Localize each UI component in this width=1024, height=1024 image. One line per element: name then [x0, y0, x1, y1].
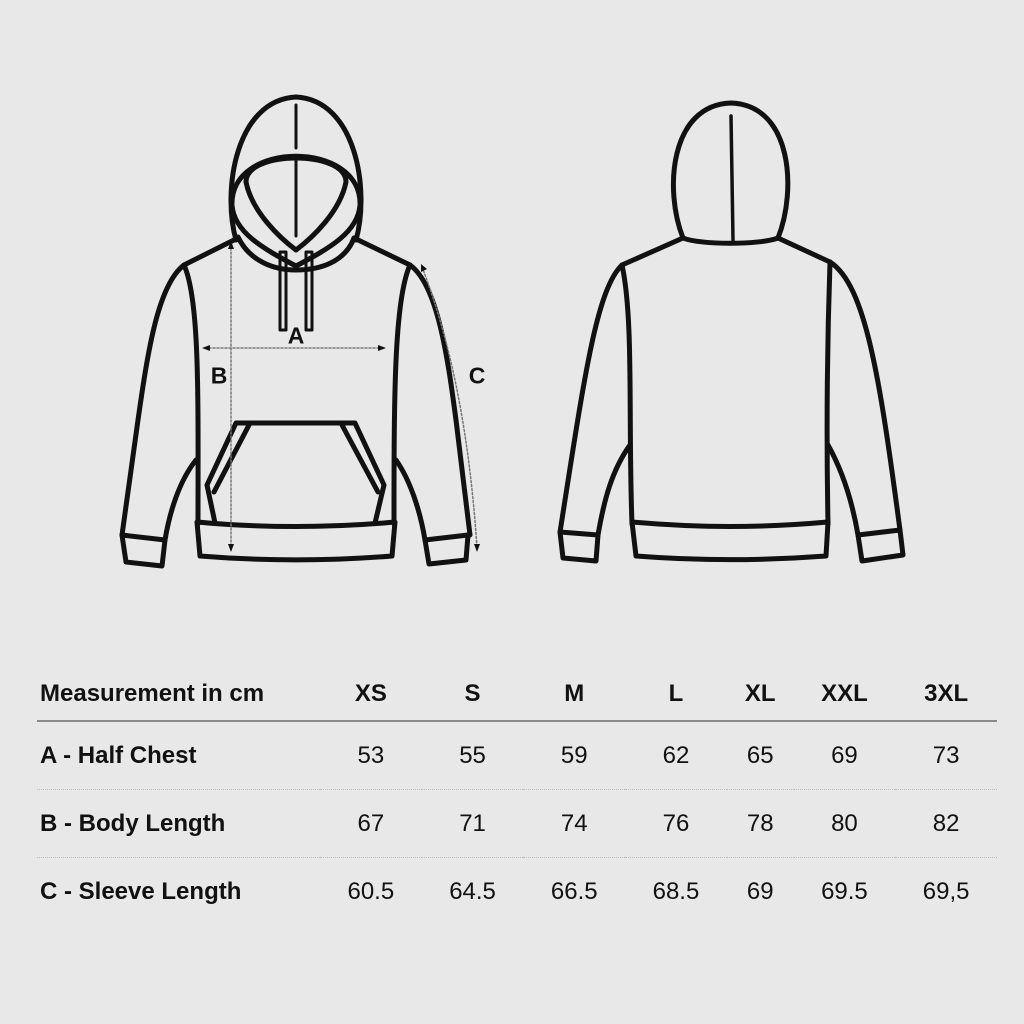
cell: 67: [320, 789, 422, 858]
cell: 73: [895, 721, 997, 790]
cell: 64.5: [449, 877, 496, 905]
measurement-lines: [204, 243, 478, 549]
hoodie-front: [119, 94, 473, 569]
cell: 68.5: [652, 877, 700, 905]
header-xxl: XXL: [793, 668, 896, 722]
cell: 69: [793, 721, 896, 790]
sleeve-length-line: [421, 266, 478, 549]
hoodie-back: [557, 100, 906, 564]
size-table: Measurement in cm XS S M L XL XXL 3XL A …: [37, 668, 997, 925]
cell: 60.5: [347, 877, 395, 905]
cell: 53: [320, 721, 422, 790]
cell: 80: [793, 789, 896, 858]
cell: 69,5: [922, 877, 970, 905]
header-xl: XL: [726, 668, 794, 722]
row-label: C - Sleeve Length: [40, 877, 242, 905]
cell: 71: [421, 789, 524, 858]
table-row: B - Body Length 67 71 74 76 78 80 82: [37, 789, 997, 858]
header-m: M: [523, 668, 626, 722]
cell: 62: [625, 721, 727, 790]
label-b: B: [210, 362, 228, 389]
row-label: B - Body Length: [37, 789, 320, 858]
table-row: A - Half Chest 53 55 59 62 65 69 73: [37, 721, 997, 790]
cell: 69.5: [821, 877, 868, 905]
label-a: A: [287, 322, 305, 349]
header-l: L: [625, 668, 727, 722]
label-c: C: [468, 362, 486, 389]
header-measurement: Measurement in cm: [37, 668, 320, 722]
cell: 76: [625, 789, 727, 858]
cell: 55: [421, 721, 524, 790]
cell: 65: [726, 721, 794, 790]
cell: 66.5: [550, 877, 598, 905]
cell: 82: [895, 789, 997, 858]
cell: 69: [746, 877, 774, 905]
table-header-row: Measurement in cm XS S M L XL XXL 3XL: [37, 668, 997, 722]
cell: 74: [523, 789, 626, 858]
header-3xl: 3XL: [895, 668, 997, 722]
table-row: C - Sleeve Length 60.5 64.5 66.5 68.5 69…: [37, 858, 997, 926]
header-s: S: [421, 668, 524, 722]
cell: 78: [726, 789, 794, 858]
row-label: A - Half Chest: [37, 721, 320, 790]
arrowheads: [202, 241, 480, 552]
hoodie-illustration: [119, 94, 906, 569]
cell: 59: [523, 721, 626, 790]
header-xs: XS: [320, 668, 422, 722]
